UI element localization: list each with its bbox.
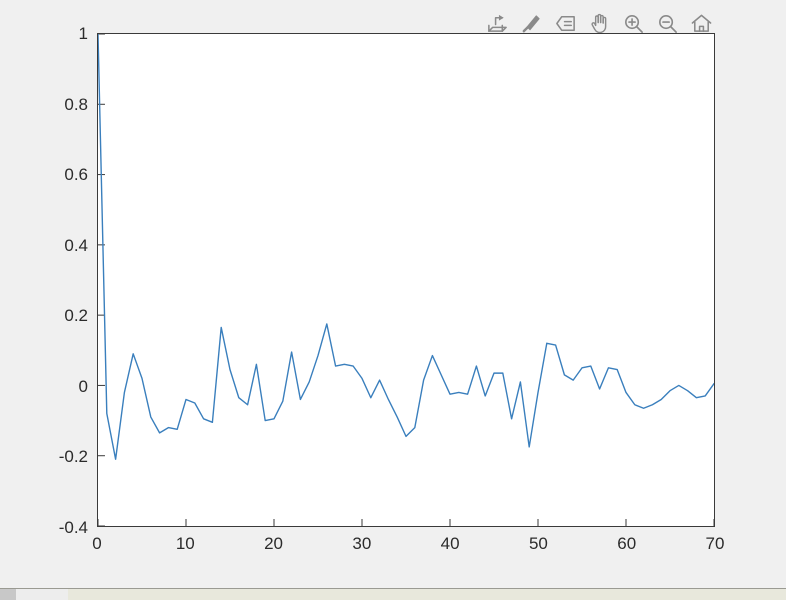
brush-icon[interactable]: [519, 11, 544, 36]
y-tick-label: 0.4: [64, 235, 88, 255]
background-window-panel: [16, 589, 68, 600]
y-tick-label: 1: [78, 24, 88, 43]
x-tick-label: 0: [92, 534, 102, 553]
plot-canvas: [98, 34, 714, 526]
y-tick-label: 0.2: [64, 306, 88, 326]
x-tick-label: 70: [705, 534, 725, 553]
figure-toolbar: [485, 8, 714, 38]
y-tick-label: -0.4: [58, 518, 88, 537]
x-tick-label: 20: [264, 534, 284, 553]
y-axis-tick-labels: 1 0.8 0.6 0.4 0.2 0 -0.2 -0.4: [0, 0, 88, 588]
axis-ticks: [98, 34, 714, 526]
zoom-out-icon[interactable]: [655, 11, 680, 36]
background-window-edge: [0, 589, 16, 600]
data-line-series-1: [98, 34, 714, 459]
y-tick-label: 0.8: [64, 94, 88, 114]
y-tick-label: 0: [78, 376, 88, 396]
x-tick-label: 10: [175, 534, 195, 553]
export-icon[interactable]: [485, 11, 510, 36]
x-tick-label: 50: [528, 534, 548, 553]
x-tick-label: 30: [352, 534, 372, 553]
pan-icon[interactable]: [587, 11, 612, 36]
y-tick-label: 0.6: [64, 165, 88, 185]
plot-axes[interactable]: [97, 33, 715, 527]
background-window-strip: [0, 588, 786, 600]
y-tick-label: -0.2: [58, 447, 88, 467]
x-tick-label: 40: [440, 534, 460, 553]
x-tick-label: 60: [617, 534, 637, 553]
data-tips-icon[interactable]: [553, 11, 578, 36]
zoom-in-icon[interactable]: [621, 11, 646, 36]
home-icon[interactable]: [689, 11, 714, 36]
